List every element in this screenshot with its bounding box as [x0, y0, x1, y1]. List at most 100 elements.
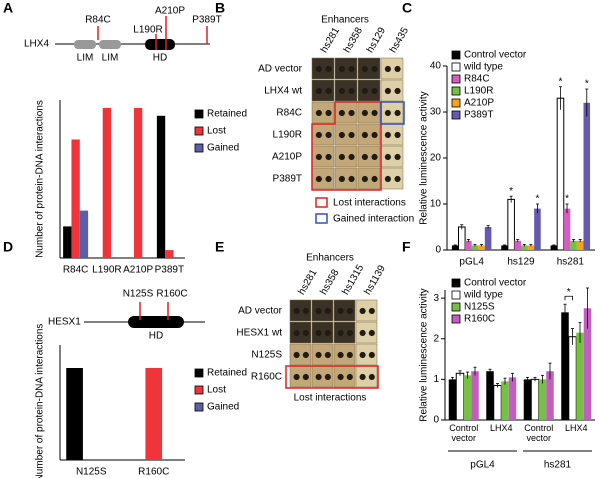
legend-label: N125S	[464, 302, 495, 313]
yeast-spot	[325, 109, 332, 117]
legend-swatch	[451, 50, 461, 60]
legend-label: Lost	[207, 385, 226, 396]
yeast-spot	[361, 131, 368, 139]
yeast-spot	[338, 131, 345, 139]
y-tick-label: 20	[430, 153, 442, 164]
significance: *	[509, 186, 513, 197]
legend-label: Retained	[207, 109, 247, 120]
y-tick-label: 40	[430, 61, 442, 72]
yeast-spot	[359, 351, 366, 359]
bar	[527, 245, 535, 250]
yeast-cell	[311, 343, 334, 366]
legend-label: R84C	[464, 74, 490, 85]
yeast-cell	[333, 343, 356, 366]
x-tick-label: Control vector	[524, 423, 554, 443]
bar	[508, 377, 517, 420]
yeast-spot	[394, 109, 401, 117]
yeast-spot	[315, 87, 322, 95]
bar	[133, 107, 143, 259]
yeast-spot	[302, 373, 309, 381]
yeast-spot	[324, 351, 331, 359]
yeast-spot	[337, 373, 344, 381]
yeast-spot	[346, 373, 353, 381]
bar	[523, 379, 532, 420]
y-tick-label: 2	[433, 333, 439, 344]
column-label: hs358	[318, 267, 341, 296]
interaction-box	[380, 101, 405, 125]
mutation-label: P389T	[192, 15, 221, 26]
yeast-cell	[357, 79, 381, 102]
bar	[576, 332, 584, 420]
legend-label: Lost interactions	[294, 393, 367, 404]
bar	[521, 245, 528, 250]
row-label: N125S	[251, 350, 282, 361]
yeast-cell	[334, 123, 358, 146]
column-label: hs435	[388, 25, 411, 54]
yeast-spot	[371, 175, 378, 183]
yeast-spot	[359, 307, 366, 315]
yeast-cell	[380, 57, 404, 80]
group-label: pGL4	[470, 460, 495, 471]
yeast-spot	[337, 307, 344, 315]
legend-label: R160C	[464, 314, 495, 325]
row-label: AD vector	[238, 306, 283, 317]
x-tick-label: Control vector	[449, 423, 479, 443]
x-tick-label: LHX4	[489, 423, 513, 433]
domain	[145, 39, 175, 50]
yeast-spot	[361, 153, 368, 161]
x-tick-label-box: LHX4	[564, 423, 588, 433]
yeast-spot	[293, 329, 300, 337]
y-axis-label: Number of protein-DNA interactions	[35, 324, 46, 478]
yeast-spot	[359, 329, 366, 337]
legend-swatch	[194, 126, 204, 136]
interaction-box	[285, 365, 379, 389]
bar	[563, 208, 571, 250]
y-tick-label: 3	[433, 293, 439, 304]
yeast-spot	[359, 373, 366, 381]
yeast-spot	[346, 329, 353, 337]
yeast-spot	[315, 307, 322, 315]
yeast-spot	[302, 351, 309, 359]
bar	[448, 379, 457, 420]
significance: *	[585, 79, 589, 90]
x-tick-label: LHX4	[564, 423, 588, 433]
legend-label: wild type	[463, 290, 503, 301]
x-tick-label: pGL4	[459, 257, 484, 268]
yeast-spot	[361, 65, 368, 73]
row-label: R84C	[276, 108, 302, 119]
yeast-cell	[355, 299, 378, 322]
legend-swatch	[194, 109, 204, 119]
legend-label: L190R	[464, 86, 493, 97]
bar	[550, 245, 558, 250]
x-tick-label: R160C	[138, 467, 169, 478]
yeast-spot	[325, 65, 332, 73]
yeast-cell	[311, 299, 334, 322]
bar	[145, 368, 163, 460]
column-label: hs358	[342, 25, 365, 54]
yeast-spot	[338, 65, 345, 73]
domain-label: HD	[149, 331, 163, 342]
legend-swatch	[451, 302, 461, 312]
yeast-cell	[380, 79, 404, 102]
significance: *	[567, 287, 571, 298]
y-axis-label: Relative luminescence activity	[419, 288, 430, 421]
legend-swatch	[451, 98, 461, 108]
column-label: hs129	[365, 25, 388, 54]
panel-label: F	[402, 239, 411, 255]
row-label: LHX4 wt	[264, 86, 302, 97]
domain-label: HD	[153, 53, 167, 64]
domain	[128, 316, 184, 328]
legend-swatch	[315, 197, 328, 208]
bar	[561, 312, 569, 420]
yeast-cell	[355, 321, 378, 344]
yeast-spot	[302, 307, 309, 315]
yeast-spot	[371, 131, 378, 139]
yeast-cell	[334, 145, 358, 168]
yeast-spot	[337, 329, 344, 337]
legend-label: Retained	[207, 368, 247, 379]
bar	[534, 208, 541, 250]
yeast-cell	[357, 57, 381, 80]
row-label: AD vector	[258, 64, 303, 75]
legend-label: wild type	[463, 62, 503, 73]
